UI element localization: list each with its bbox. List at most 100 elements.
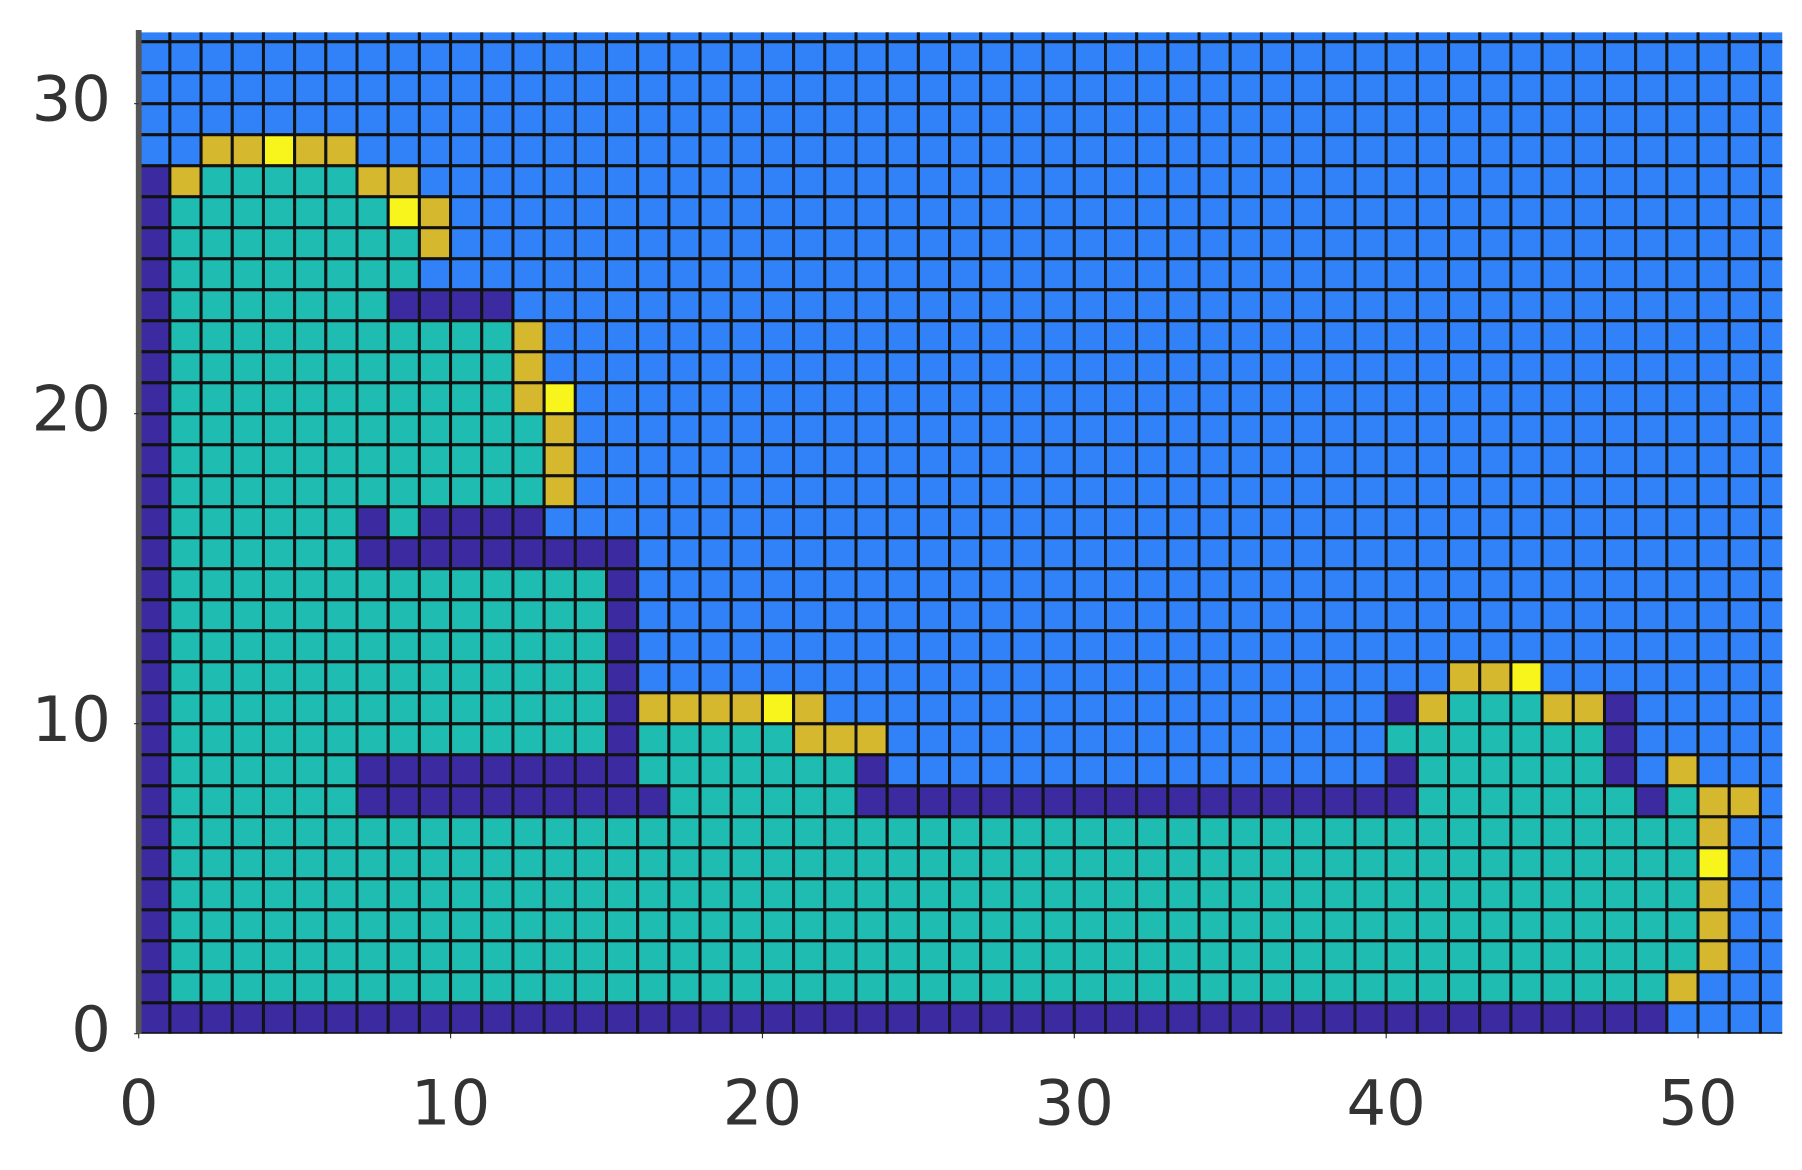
cell <box>138 567 172 602</box>
cell <box>1602 319 1638 354</box>
cell <box>1384 133 1419 168</box>
cell <box>667 567 702 602</box>
cell <box>355 753 390 788</box>
cell <box>138 1001 172 1034</box>
cell <box>729 381 764 416</box>
cell <box>168 319 203 354</box>
cell <box>417 846 453 881</box>
cell <box>792 815 827 850</box>
cell <box>1727 195 1762 230</box>
cell <box>1322 1001 1357 1034</box>
cell <box>854 412 889 447</box>
cell <box>792 412 827 447</box>
cell <box>1072 660 1108 695</box>
cell <box>1010 722 1045 757</box>
cell <box>261 939 297 974</box>
cell <box>760 164 796 199</box>
cell <box>1259 536 1295 571</box>
cell <box>979 350 1014 385</box>
cell <box>573 474 609 509</box>
cell <box>1571 226 1606 261</box>
cell <box>948 443 983 478</box>
cell <box>1259 443 1295 478</box>
cell <box>1041 164 1076 199</box>
cell <box>792 660 827 695</box>
cell <box>1353 722 1388 757</box>
cell <box>1758 40 1783 75</box>
cell <box>199 846 234 881</box>
cell <box>324 877 359 912</box>
cell <box>1010 32 1045 44</box>
cell <box>979 660 1014 695</box>
cell <box>823 970 858 1005</box>
cell <box>138 629 172 664</box>
cell <box>1665 412 1700 447</box>
cell <box>1758 691 1783 726</box>
cell <box>261 598 297 633</box>
cell <box>854 257 889 292</box>
cell <box>1634 350 1669 385</box>
cell <box>885 536 920 571</box>
cell <box>792 939 827 974</box>
cell <box>355 846 390 881</box>
cell <box>1696 412 1731 447</box>
cell <box>573 319 609 354</box>
cell <box>480 319 515 354</box>
cell <box>1259 815 1295 850</box>
cell <box>1696 443 1731 478</box>
cell <box>760 443 796 478</box>
cell <box>573 598 609 633</box>
cell <box>1291 71 1326 106</box>
cell <box>293 1001 328 1034</box>
cell <box>1103 474 1139 509</box>
cell <box>168 195 203 230</box>
cell <box>386 474 421 509</box>
cell <box>1571 908 1606 943</box>
cell <box>1634 660 1669 695</box>
cell <box>1041 257 1076 292</box>
cell <box>979 722 1014 757</box>
cell <box>1758 474 1783 509</box>
cell <box>1259 722 1295 757</box>
cell <box>729 567 764 602</box>
cell <box>261 846 297 881</box>
cell <box>230 164 265 199</box>
cell <box>1228 691 1263 726</box>
cell <box>698 319 733 354</box>
cell <box>1571 412 1606 447</box>
cell <box>1696 753 1731 788</box>
cell <box>1727 877 1762 912</box>
cell <box>760 195 796 230</box>
cell <box>199 226 234 261</box>
cell <box>417 443 453 478</box>
cell <box>1135 753 1170 788</box>
cell <box>511 443 546 478</box>
cell <box>636 412 671 447</box>
cell <box>1010 226 1045 261</box>
cell <box>1166 970 1201 1005</box>
cell <box>1384 877 1419 912</box>
cell <box>1634 226 1669 261</box>
cell <box>948 288 983 323</box>
cell <box>138 877 172 912</box>
cell <box>1322 350 1357 385</box>
cell <box>355 102 390 137</box>
cell <box>1696 226 1731 261</box>
cell <box>1041 40 1076 75</box>
cell <box>605 164 640 199</box>
cell <box>885 1001 920 1034</box>
cell <box>417 970 453 1005</box>
cell <box>1322 691 1357 726</box>
cell <box>1478 1001 1513 1034</box>
cell <box>1010 319 1045 354</box>
cell <box>1727 629 1762 664</box>
cell <box>823 288 858 323</box>
cell <box>168 381 203 416</box>
cell <box>1135 32 1170 44</box>
cell <box>1259 133 1295 168</box>
cell <box>1010 815 1045 850</box>
cell <box>979 784 1014 819</box>
cell <box>168 660 203 695</box>
x-tick-label: 40 <box>1347 1067 1426 1140</box>
cell <box>636 32 671 44</box>
